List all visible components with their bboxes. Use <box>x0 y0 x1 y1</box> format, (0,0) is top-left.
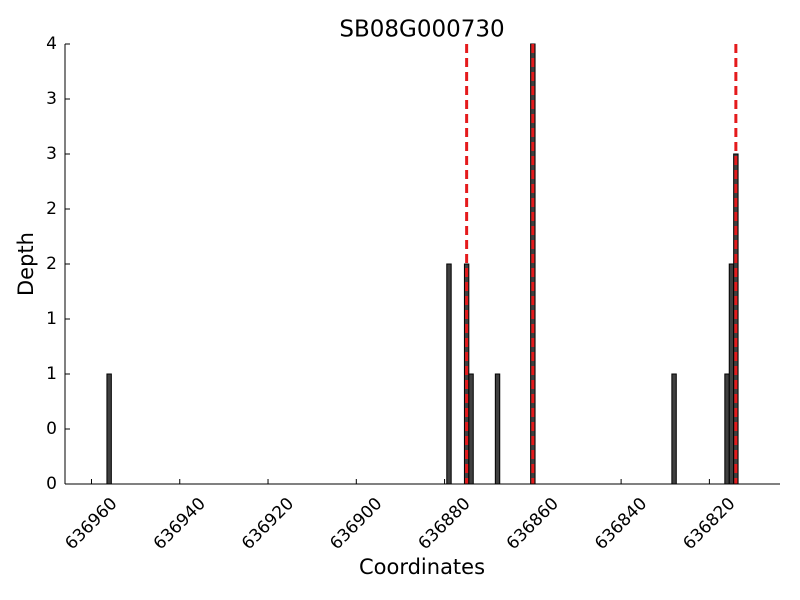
x-tick-label: 636960 <box>61 494 121 554</box>
bar <box>494 373 501 485</box>
y-tick-label: 1 <box>46 309 57 329</box>
y-tick-label: 3 <box>46 89 57 109</box>
x-tick-label: 636880 <box>415 494 475 554</box>
chart-title: SB08G000730 <box>339 17 504 43</box>
bar <box>530 43 536 485</box>
bar <box>446 263 452 485</box>
x-tick-label: 636920 <box>238 494 298 554</box>
y-tick-label: 2 <box>46 254 57 274</box>
x-tick-label: 636840 <box>591 494 651 554</box>
x-tick-label: 636820 <box>679 494 739 554</box>
y-tick-label: 0 <box>46 474 57 494</box>
y-tick-label: 2 <box>46 199 57 219</box>
bar <box>106 373 112 485</box>
y-axis-label: Depth <box>14 232 38 296</box>
x-tick-label: 636900 <box>326 494 386 554</box>
bar <box>724 373 730 485</box>
x-tick-label: 636860 <box>503 494 563 554</box>
y-tick-label: 1 <box>46 364 57 384</box>
x-tick-label: 636940 <box>150 494 210 554</box>
bar <box>468 373 474 485</box>
bar <box>728 263 735 485</box>
y-tick-label: 3 <box>46 144 57 164</box>
x-axis-label: Coordinates <box>359 555 485 579</box>
y-tick-label: 4 <box>46 34 57 54</box>
bar <box>671 373 677 485</box>
y-tick-label: 0 <box>46 419 57 439</box>
